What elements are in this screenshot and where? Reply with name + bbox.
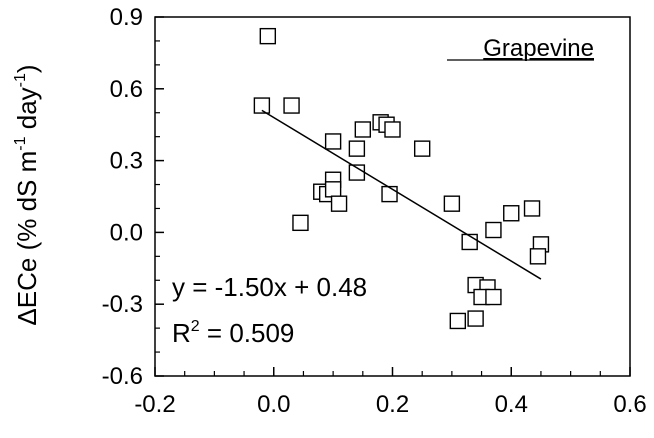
x-tick-label: 0.0	[257, 391, 290, 418]
y-tick-label: -0.6	[102, 363, 143, 390]
y-tick-label: -0.3	[102, 291, 143, 318]
x-tick-label: 0.4	[495, 391, 528, 418]
data-point	[413, 140, 431, 157]
data-point	[529, 248, 547, 265]
y-axis: -0.6 -0.3 0.0 0.3 0.6 0.9	[102, 4, 164, 390]
data-point	[443, 195, 461, 212]
y-axis-label: ΔECe (% dS m-1 day-1)	[12, 64, 42, 325]
data-point	[381, 185, 398, 203]
legend-label: Grapevine	[483, 35, 594, 62]
data-points	[253, 27, 550, 330]
regression-equation: y = -1.50x + 0.48	[172, 272, 367, 302]
data-point	[330, 195, 348, 212]
y-axis-title: ΔECe (% dS m-1 day-1)	[12, 64, 42, 325]
data-point	[485, 288, 502, 306]
data-point	[253, 97, 271, 114]
data-point	[348, 140, 366, 157]
r-squared: R2 = 0.509	[172, 318, 294, 348]
y-tick-label: 0.9	[110, 4, 143, 31]
regression-line	[261, 109, 542, 280]
y-tick-label: 0.6	[110, 76, 143, 103]
x-tick-label: 0.6	[613, 391, 646, 418]
data-point	[324, 133, 342, 150]
y-tick-label: 0.0	[110, 219, 143, 246]
x-tick-label: -0.2	[134, 391, 175, 418]
data-point	[467, 310, 484, 327]
x-tick-label: 0.2	[376, 391, 409, 418]
data-point	[449, 312, 467, 330]
x-axis: -0.2 0.0 0.2 0.4 0.6	[134, 367, 647, 418]
data-point	[384, 121, 401, 138]
data-point	[485, 221, 502, 239]
data-point	[292, 214, 309, 232]
data-point	[354, 121, 372, 138]
data-point	[503, 205, 520, 222]
data-point	[283, 97, 300, 114]
y-tick-label: 0.3	[110, 148, 143, 175]
data-point	[324, 181, 342, 198]
data-point	[523, 200, 541, 217]
data-point	[259, 27, 277, 45]
